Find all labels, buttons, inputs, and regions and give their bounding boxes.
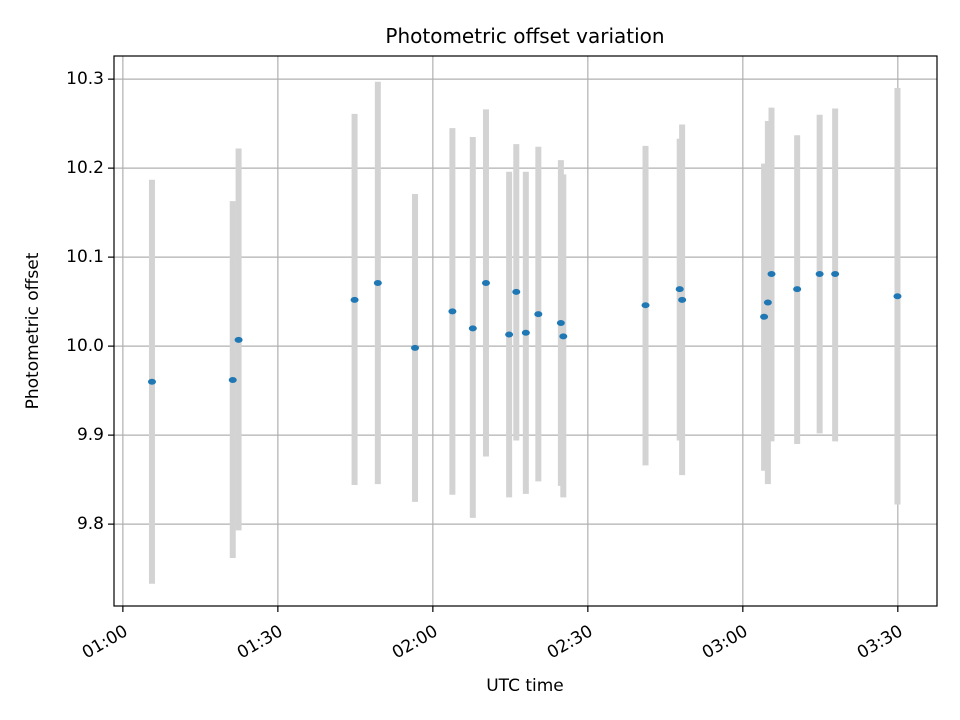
data-point [468,325,477,332]
data-point [815,271,824,278]
chart-title: Photometric offset variation [385,24,664,48]
x-axis-label: UTC time [486,676,564,696]
data-point [534,311,543,318]
data-point [760,313,769,320]
data-point [521,329,530,336]
data-point [411,344,420,351]
y-axis-label: Photometric offset [23,252,43,409]
data-point [793,286,802,293]
data-point [767,271,776,278]
data-point [763,299,772,306]
data-point [448,308,457,315]
y-tick-label: 10.3 [66,69,104,89]
data-point [678,296,687,303]
data-point [234,336,243,343]
data-point [559,333,568,340]
y-tick-label: 10.0 [66,336,104,356]
data-point [831,271,840,278]
y-tick-label: 10.2 [66,158,104,178]
data-point [228,376,237,383]
data-point [147,378,156,385]
y-tick-label: 10.1 [66,247,104,267]
data-point [512,288,521,295]
data-points [147,271,902,385]
data-point [556,319,565,326]
data-point [350,296,359,303]
y-tick-label: 9.9 [77,425,104,445]
data-point [675,286,684,293]
data-point [373,279,382,286]
y-tick-label: 9.8 [77,514,104,534]
y-axis-ticks: 9.8 9.9 10.0 10.1 10.2 10.3 [66,69,114,534]
data-point [893,293,902,300]
data-point [505,331,514,338]
plot-frame [113,55,938,607]
data-point [481,279,490,286]
data-point [641,302,650,309]
